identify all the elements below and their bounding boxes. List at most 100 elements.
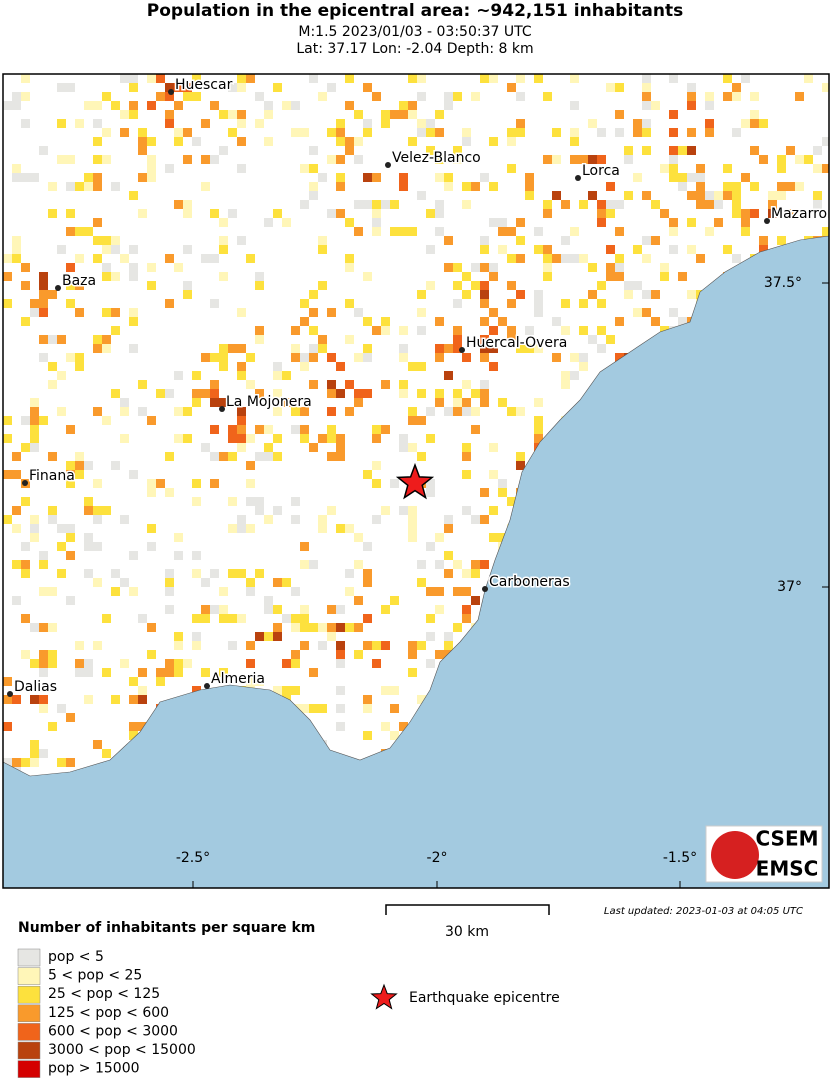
city-label: Velez-Blanco bbox=[392, 150, 481, 166]
pop-cell bbox=[93, 236, 102, 245]
pop-cell bbox=[552, 191, 561, 200]
pop-cell bbox=[435, 398, 444, 407]
pop-cell bbox=[669, 128, 678, 137]
pop-cell bbox=[543, 155, 552, 164]
pop-cell bbox=[678, 173, 687, 182]
pop-cell bbox=[237, 83, 246, 92]
pop-cell bbox=[183, 407, 192, 416]
pop-cell bbox=[39, 299, 48, 308]
pop-cell bbox=[768, 191, 777, 200]
pop-cell bbox=[561, 380, 570, 389]
pop-cell bbox=[255, 425, 264, 434]
pop-cell bbox=[39, 623, 48, 632]
pop-cell bbox=[741, 227, 750, 236]
pop-cell bbox=[435, 110, 444, 119]
pop-cell bbox=[282, 101, 291, 110]
pop-cell bbox=[201, 155, 210, 164]
pop-cell bbox=[3, 677, 12, 686]
pop-cell bbox=[633, 119, 642, 128]
pop-cell bbox=[282, 614, 291, 623]
pop-cell bbox=[57, 569, 66, 578]
pop-cell bbox=[444, 344, 453, 353]
pop-cell bbox=[264, 452, 273, 461]
pop-cell bbox=[336, 524, 345, 533]
pop-cell bbox=[444, 524, 453, 533]
pop-cell bbox=[300, 128, 309, 137]
pop-cell bbox=[354, 596, 363, 605]
pop-cell bbox=[534, 434, 543, 443]
pop-cell bbox=[534, 299, 543, 308]
pop-cell bbox=[462, 407, 471, 416]
pop-cell bbox=[579, 200, 588, 209]
pop-cell bbox=[669, 218, 678, 227]
pop-cell bbox=[291, 623, 300, 632]
pop-cell bbox=[219, 452, 228, 461]
pop-cell bbox=[480, 398, 489, 407]
pop-cell bbox=[129, 191, 138, 200]
pop-cell bbox=[750, 146, 759, 155]
pop-cell bbox=[336, 128, 345, 137]
pop-cell bbox=[426, 614, 435, 623]
pop-cell bbox=[237, 416, 246, 425]
pop-cell bbox=[579, 254, 588, 263]
pop-cell bbox=[444, 263, 453, 272]
pop-cell bbox=[453, 146, 462, 155]
pop-cell bbox=[444, 92, 453, 101]
pop-cell bbox=[228, 641, 237, 650]
pop-cell bbox=[462, 128, 471, 137]
pop-cell bbox=[318, 344, 327, 353]
pop-cell bbox=[561, 299, 570, 308]
pop-cell bbox=[633, 128, 642, 137]
pop-cell bbox=[246, 497, 255, 506]
pop-cell bbox=[822, 227, 829, 236]
pop-cell bbox=[120, 659, 129, 668]
pop-cell bbox=[408, 137, 417, 146]
pop-cell bbox=[732, 128, 741, 137]
pop-cell bbox=[30, 758, 39, 767]
pop-cell bbox=[246, 380, 255, 389]
pop-cell bbox=[66, 470, 75, 479]
pop-cell bbox=[237, 74, 246, 83]
pop-cell bbox=[696, 200, 705, 209]
pop-cell bbox=[237, 407, 246, 416]
pop-cell bbox=[12, 101, 21, 110]
pop-cell bbox=[318, 704, 327, 713]
city-dot bbox=[219, 406, 225, 412]
pop-cell bbox=[165, 83, 174, 92]
pop-cell bbox=[84, 173, 93, 182]
pop-cell bbox=[606, 83, 615, 92]
pop-cell bbox=[750, 182, 759, 191]
pop-cell bbox=[219, 272, 228, 281]
pop-cell bbox=[642, 74, 651, 83]
pop-cell bbox=[138, 668, 147, 677]
pop-cell bbox=[516, 254, 525, 263]
pop-cell bbox=[165, 605, 174, 614]
pop-cell bbox=[363, 128, 372, 137]
pop-cell bbox=[30, 398, 39, 407]
pop-cell bbox=[273, 452, 282, 461]
pop-cell bbox=[489, 272, 498, 281]
pop-cell bbox=[21, 650, 30, 659]
pop-cell bbox=[642, 101, 651, 110]
pop-cell bbox=[471, 389, 480, 398]
pop-cell bbox=[336, 605, 345, 614]
pop-cell bbox=[66, 479, 75, 488]
pop-cell bbox=[615, 83, 624, 92]
pop-cell bbox=[507, 299, 516, 308]
pop-cell bbox=[570, 254, 579, 263]
pop-cell bbox=[48, 650, 57, 659]
pop-cell bbox=[111, 569, 120, 578]
pop-cell bbox=[363, 695, 372, 704]
pop-cell bbox=[498, 488, 507, 497]
pop-cell bbox=[417, 191, 426, 200]
pop-cell bbox=[219, 587, 228, 596]
pop-cell bbox=[210, 569, 219, 578]
pop-cell bbox=[498, 245, 507, 254]
pop-cell bbox=[372, 434, 381, 443]
pop-cell bbox=[381, 326, 390, 335]
pop-cell bbox=[21, 569, 30, 578]
pop-cell bbox=[390, 227, 399, 236]
pop-cell bbox=[741, 218, 750, 227]
pop-cell bbox=[615, 317, 624, 326]
pop-cell bbox=[147, 623, 156, 632]
